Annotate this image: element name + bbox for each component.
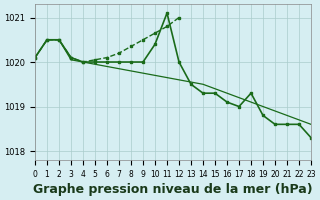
X-axis label: Graphe pression niveau de la mer (hPa): Graphe pression niveau de la mer (hPa) (33, 183, 313, 196)
